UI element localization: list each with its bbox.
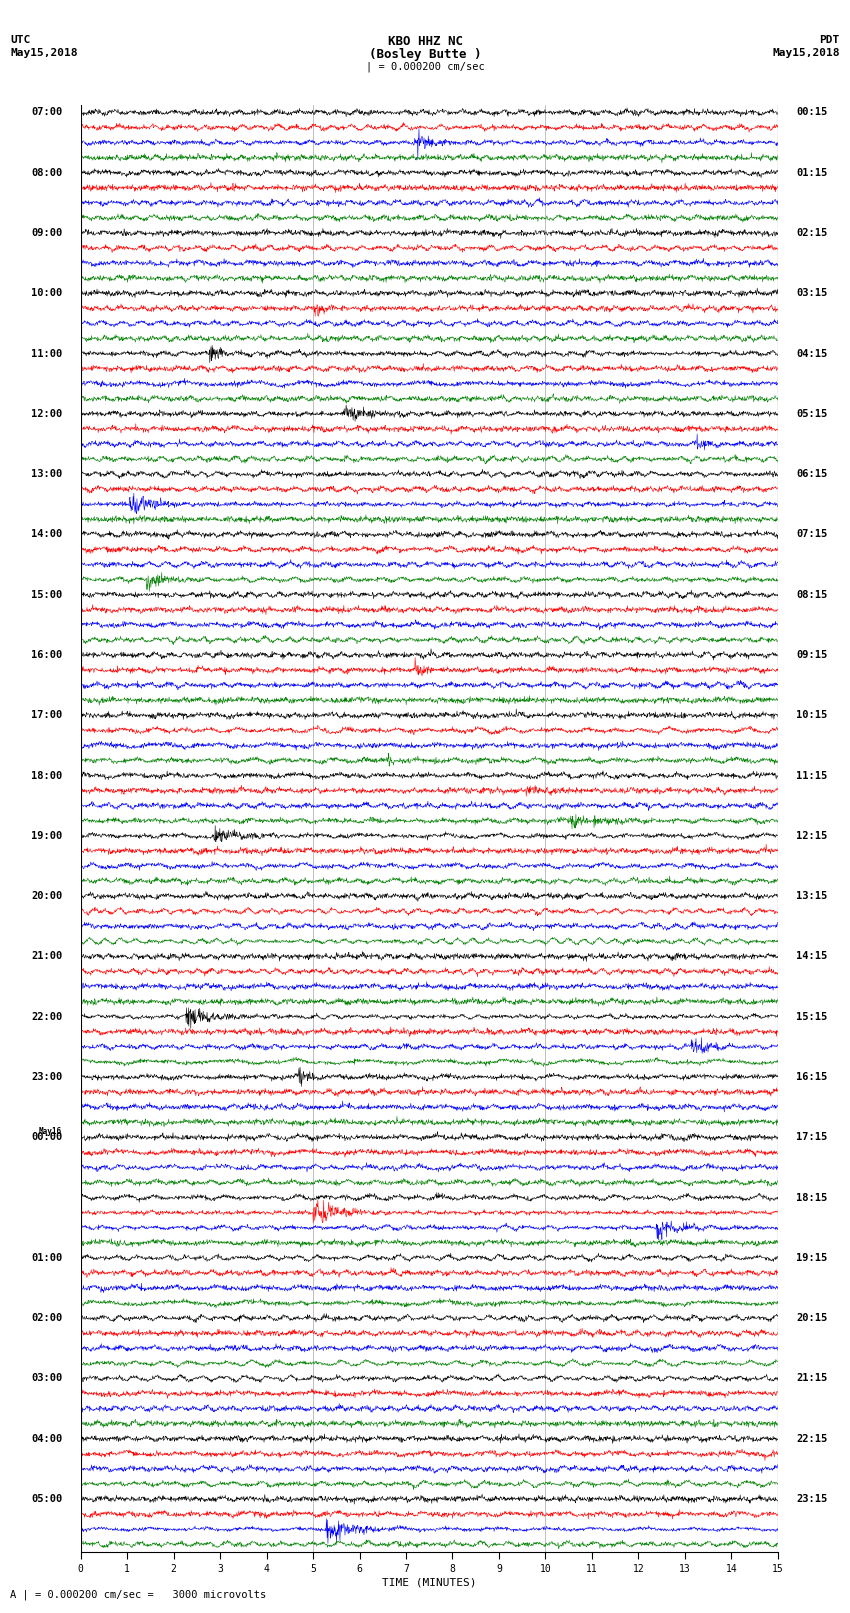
Text: 02:00: 02:00	[31, 1313, 62, 1323]
Text: 08:15: 08:15	[796, 590, 828, 600]
Text: 23:00: 23:00	[31, 1073, 62, 1082]
Text: 07:15: 07:15	[796, 529, 828, 539]
Text: 03:00: 03:00	[31, 1373, 62, 1384]
Text: 16:00: 16:00	[31, 650, 62, 660]
X-axis label: TIME (MINUTES): TIME (MINUTES)	[382, 1578, 477, 1587]
Text: 14:15: 14:15	[796, 952, 828, 961]
Text: 20:00: 20:00	[31, 890, 62, 902]
Text: 00:00: 00:00	[31, 1132, 62, 1142]
Text: May15,2018: May15,2018	[10, 48, 77, 58]
Text: 22:00: 22:00	[31, 1011, 62, 1021]
Text: 15:00: 15:00	[31, 590, 62, 600]
Text: 12:00: 12:00	[31, 408, 62, 419]
Text: 03:15: 03:15	[796, 289, 828, 298]
Text: 06:15: 06:15	[796, 469, 828, 479]
Text: 10:15: 10:15	[796, 710, 828, 721]
Text: 20:15: 20:15	[796, 1313, 828, 1323]
Text: 21:15: 21:15	[796, 1373, 828, 1384]
Text: 13:00: 13:00	[31, 469, 62, 479]
Text: 17:00: 17:00	[31, 710, 62, 721]
Text: 04:00: 04:00	[31, 1434, 62, 1444]
Text: 01:15: 01:15	[796, 168, 828, 177]
Text: 02:15: 02:15	[796, 227, 828, 239]
Text: 00:15: 00:15	[796, 108, 828, 118]
Text: 12:15: 12:15	[796, 831, 828, 840]
Text: May15,2018: May15,2018	[773, 48, 840, 58]
Text: 09:00: 09:00	[31, 227, 62, 239]
Text: 08:00: 08:00	[31, 168, 62, 177]
Text: 23:15: 23:15	[796, 1494, 828, 1503]
Text: PDT: PDT	[819, 35, 840, 45]
Text: 11:00: 11:00	[31, 348, 62, 358]
Text: 15:15: 15:15	[796, 1011, 828, 1021]
Text: A | = 0.000200 cm/sec =   3000 microvolts: A | = 0.000200 cm/sec = 3000 microvolts	[10, 1589, 266, 1600]
Text: 10:00: 10:00	[31, 289, 62, 298]
Text: May16: May16	[39, 1127, 62, 1137]
Text: KBO HHZ NC: KBO HHZ NC	[388, 35, 462, 48]
Text: 21:00: 21:00	[31, 952, 62, 961]
Text: 18:00: 18:00	[31, 771, 62, 781]
Text: 14:00: 14:00	[31, 529, 62, 539]
Text: 01:00: 01:00	[31, 1253, 62, 1263]
Text: 22:15: 22:15	[796, 1434, 828, 1444]
Text: 09:15: 09:15	[796, 650, 828, 660]
Text: 19:00: 19:00	[31, 831, 62, 840]
Text: 18:15: 18:15	[796, 1192, 828, 1203]
Text: 05:15: 05:15	[796, 408, 828, 419]
Text: 13:15: 13:15	[796, 890, 828, 902]
Text: | = 0.000200 cm/sec: | = 0.000200 cm/sec	[366, 61, 484, 73]
Text: 07:00: 07:00	[31, 108, 62, 118]
Text: 05:00: 05:00	[31, 1494, 62, 1503]
Text: 16:15: 16:15	[796, 1073, 828, 1082]
Text: 04:15: 04:15	[796, 348, 828, 358]
Text: (Bosley Butte ): (Bosley Butte )	[369, 48, 481, 61]
Text: 19:15: 19:15	[796, 1253, 828, 1263]
Text: UTC: UTC	[10, 35, 31, 45]
Text: 17:15: 17:15	[796, 1132, 828, 1142]
Text: 11:15: 11:15	[796, 771, 828, 781]
